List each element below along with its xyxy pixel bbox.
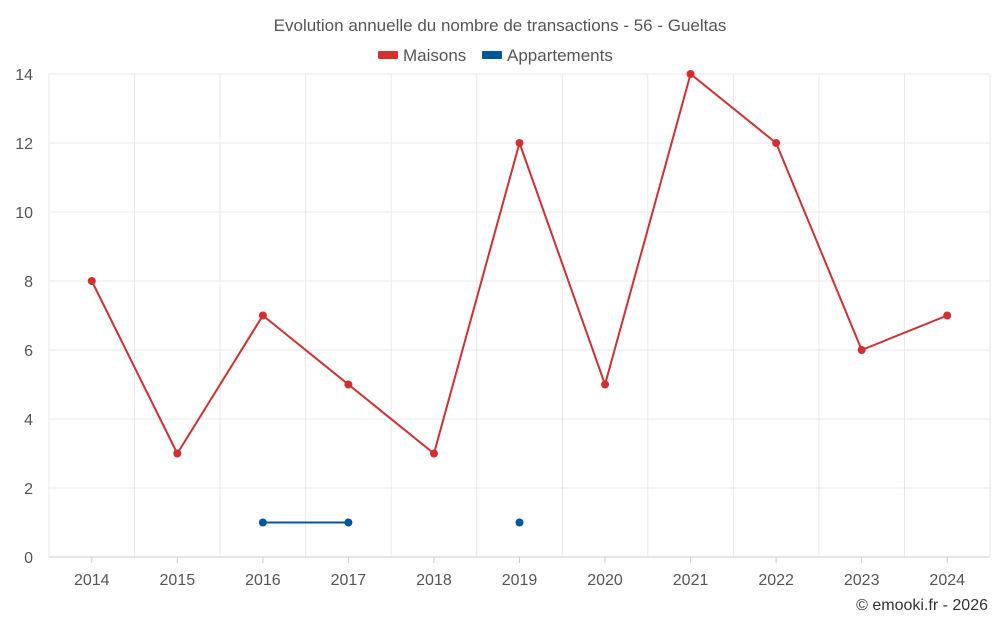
y-tick-label: 6 [24, 343, 33, 360]
x-axis-ticks: 2014 2015 2016 2017 2018 2019 2020 2021 2022 2023… [74, 557, 965, 589]
legend-label-maisons[interactable]: Maisons [403, 46, 466, 65]
data-point-appartements[interactable] [258, 518, 267, 527]
legend: Maisons Appartements [378, 46, 613, 65]
y-tick-label: 12 [15, 136, 33, 153]
legend-label-appartements[interactable]: Appartements [507, 46, 613, 65]
x-tick-label: 2022 [758, 572, 794, 589]
x-tick-label: 2023 [844, 572, 880, 589]
credit-text: © emooki.fr - 2026 [856, 597, 988, 614]
data-point-maisons[interactable] [258, 311, 267, 320]
data-point-appartements[interactable] [344, 518, 353, 527]
x-tick-label: 2021 [673, 572, 709, 589]
x-tick-label: 2020 [587, 572, 623, 589]
series-appartements [258, 518, 524, 527]
data-point-maisons[interactable] [429, 449, 438, 458]
data-point-maisons[interactable] [87, 277, 96, 285]
x-tick-label: 2018 [416, 572, 452, 589]
y-axis-ticks: 0 2 4 6 8 10 12 14 [15, 67, 33, 567]
data-point-maisons[interactable] [601, 380, 610, 389]
chart-title: Evolution annuelle du nombre de transact… [274, 16, 727, 35]
x-tick-label: 2019 [502, 572, 538, 589]
x-tick-label: 2014 [74, 572, 110, 589]
data-point-maisons[interactable] [344, 380, 353, 389]
series [87, 70, 952, 527]
y-tick-label: 14 [15, 67, 33, 84]
data-point-maisons[interactable] [515, 139, 524, 147]
y-tick-label: 0 [24, 550, 33, 567]
legend-swatch-appartements [482, 51, 502, 59]
x-tick-label: 2015 [160, 572, 196, 589]
y-tick-label: 8 [24, 274, 33, 291]
x-tick-label: 2016 [245, 572, 281, 589]
data-point-maisons[interactable] [857, 346, 866, 354]
x-tick-label: 2017 [331, 572, 367, 589]
y-tick-label: 2 [24, 481, 33, 498]
data-point-appartements[interactable] [515, 518, 524, 527]
legend-swatch-maisons [378, 51, 398, 59]
y-tick-label: 10 [15, 205, 33, 222]
series-maisons [87, 70, 952, 458]
data-point-maisons[interactable] [772, 139, 781, 147]
y-tick-label: 4 [24, 412, 33, 429]
data-point-maisons[interactable] [173, 449, 182, 458]
data-point-maisons[interactable] [686, 70, 695, 78]
data-point-maisons[interactable] [943, 311, 952, 320]
x-tick-label: 2024 [929, 572, 965, 589]
